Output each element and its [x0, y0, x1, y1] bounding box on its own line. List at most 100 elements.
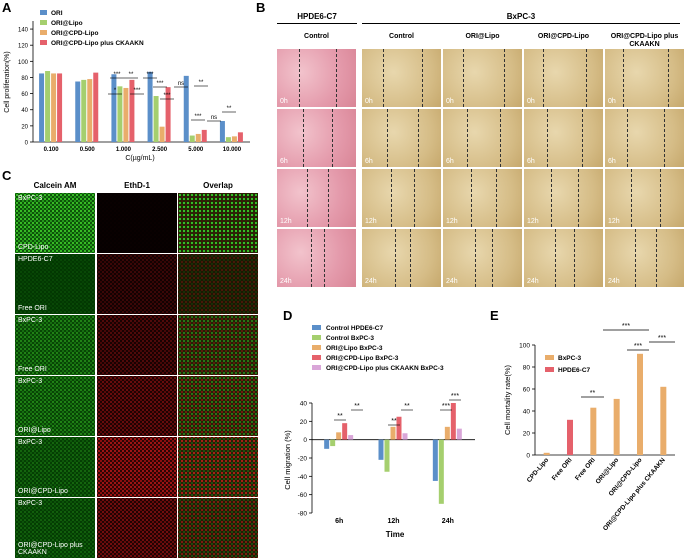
y-axis-title: Cell mortality rate(%): [503, 364, 512, 435]
x-tick-label: Free ORI: [551, 457, 574, 482]
wound-healing-image: 24h: [362, 229, 441, 287]
sig-mark: ns: [178, 81, 184, 87]
cell-line-label: HPDE6-C7: [18, 256, 53, 263]
bar: [237, 132, 243, 142]
y-tick-label: 20: [300, 419, 308, 426]
bar: [432, 439, 438, 481]
legend-label: Control HPDE6-C7: [326, 325, 383, 332]
fluorescence-image: [97, 376, 177, 436]
wound-edge-lines: [298, 49, 337, 107]
time-label: 6h: [280, 158, 288, 165]
y-tick-label: 40: [523, 409, 531, 416]
wound-healing-image: 12h: [362, 169, 441, 227]
sig-mark: **: [404, 403, 410, 410]
wound-healing-image: 24h: [524, 229, 603, 287]
panel-b-letter: B: [256, 0, 266, 15]
wound-edge-lines: [622, 49, 669, 107]
wound-edge-lines: [382, 49, 423, 107]
y-tick-label: 60: [523, 387, 531, 394]
wound-edge-lines: [554, 229, 575, 287]
legend-label: ORI@CPD-Lipo plus CKAAKN: [51, 40, 144, 47]
wound-edge-lines: [310, 229, 325, 287]
column-header: Control: [304, 33, 329, 40]
y-tick-label: 60: [21, 92, 28, 98]
panel-d-letter: D: [283, 308, 293, 323]
treatment-label: ORI@CPD-Lipo: [18, 488, 68, 495]
cell-line-label: BxPC-3: [18, 317, 43, 324]
panel-e-letter: E: [490, 308, 499, 323]
wound-edge-lines: [546, 109, 583, 167]
wound-healing-image: 24h: [277, 229, 356, 287]
bar: [57, 73, 63, 142]
bar: [51, 73, 57, 142]
time-label: 24h: [280, 278, 292, 285]
group-bxpc3-label: BxPC-3: [362, 12, 680, 24]
panel-d-chart: -80 -60 -40 -20 0 20 40 Cell migration (%) Time 6…: [283, 325, 475, 539]
y-tick-label: -60: [298, 492, 308, 499]
x-tick-label: 5.000: [188, 147, 204, 153]
time-label: 0h: [365, 98, 373, 105]
sig-mark: **: [354, 403, 360, 410]
y-tick-label: 100: [18, 60, 29, 66]
fluorescence-image: [178, 498, 258, 558]
sig-mark: ***: [146, 72, 154, 78]
fluorescence-image: BxPC-3 CPD-Lipo: [15, 193, 95, 253]
wound-healing-image: 6h: [443, 109, 522, 167]
x-tick-label: 6h: [335, 518, 343, 525]
sig-mark: *: [114, 88, 117, 94]
wound-edge-lines: [386, 109, 419, 167]
wound-edge-lines: [306, 169, 329, 227]
legend-label: ORI@CPD-Lipo plus CKAAKN BxPC-3: [326, 365, 444, 372]
sig-mark: **: [199, 80, 204, 86]
column-header: Control: [389, 33, 414, 40]
legend-label: HPDE6-C7: [558, 367, 591, 374]
bar: [111, 74, 117, 142]
bar: [637, 353, 643, 455]
x-tick-label: ORI@Lipo: [595, 457, 621, 486]
bar: [75, 81, 81, 142]
fluorescence-image: BxPC-3 ORI@Lipo: [15, 376, 95, 436]
legend-swatch: [312, 355, 321, 360]
stain-column-header: EthD-1: [124, 181, 150, 190]
legend-label: ORI@Lipo BxPC-3: [326, 345, 383, 352]
time-label: 24h: [446, 278, 458, 285]
bar: [201, 129, 207, 142]
time-label: 24h: [527, 278, 539, 285]
y-tick-label: 80: [21, 76, 28, 82]
bar: [330, 439, 336, 447]
legend-swatch: [40, 20, 47, 25]
sig-mark: ***: [658, 335, 666, 342]
panel-a-chart: 0 20 40 60 80 100 120 140 Cell proliferation(%) C…: [4, 10, 250, 162]
wound-edge-lines: [302, 109, 333, 167]
panel-c-letter: C: [2, 168, 12, 183]
wound-healing-image: 0h: [362, 49, 441, 107]
treatment-label: Free ORI: [18, 305, 47, 312]
fluorescence-image: [97, 193, 177, 253]
wound-edge-lines: [474, 229, 493, 287]
wound-edge-lines: [462, 49, 505, 107]
y-tick-label: 0: [526, 453, 530, 460]
time-label: 12h: [365, 218, 377, 225]
sig-mark: **: [227, 106, 232, 112]
bar: [117, 86, 123, 142]
legend-swatch: [545, 355, 554, 360]
sig-mark: ***: [194, 114, 202, 120]
sig-mark: ***: [163, 93, 171, 99]
bar: [159, 126, 165, 142]
wound-healing-image: 24h: [605, 229, 684, 287]
legend-label: ORI@CPD-Lipo BxPC-3: [326, 355, 399, 362]
bar: [613, 398, 620, 455]
bar: [590, 407, 597, 455]
bar: [219, 121, 225, 142]
time-label: 6h: [365, 158, 373, 165]
stain-column-header: Overlap: [203, 181, 233, 190]
cell-line-label: BxPC-3: [18, 195, 43, 202]
time-label: 12h: [527, 218, 539, 225]
time-label: 0h: [446, 98, 454, 105]
bar: [189, 135, 195, 142]
wound-healing-image: 0h: [277, 49, 356, 107]
panel-a-letter: A: [2, 0, 12, 15]
bar: [567, 419, 573, 455]
x-tick-label: 0.100: [44, 147, 60, 153]
sig-mark: ***: [451, 393, 459, 400]
